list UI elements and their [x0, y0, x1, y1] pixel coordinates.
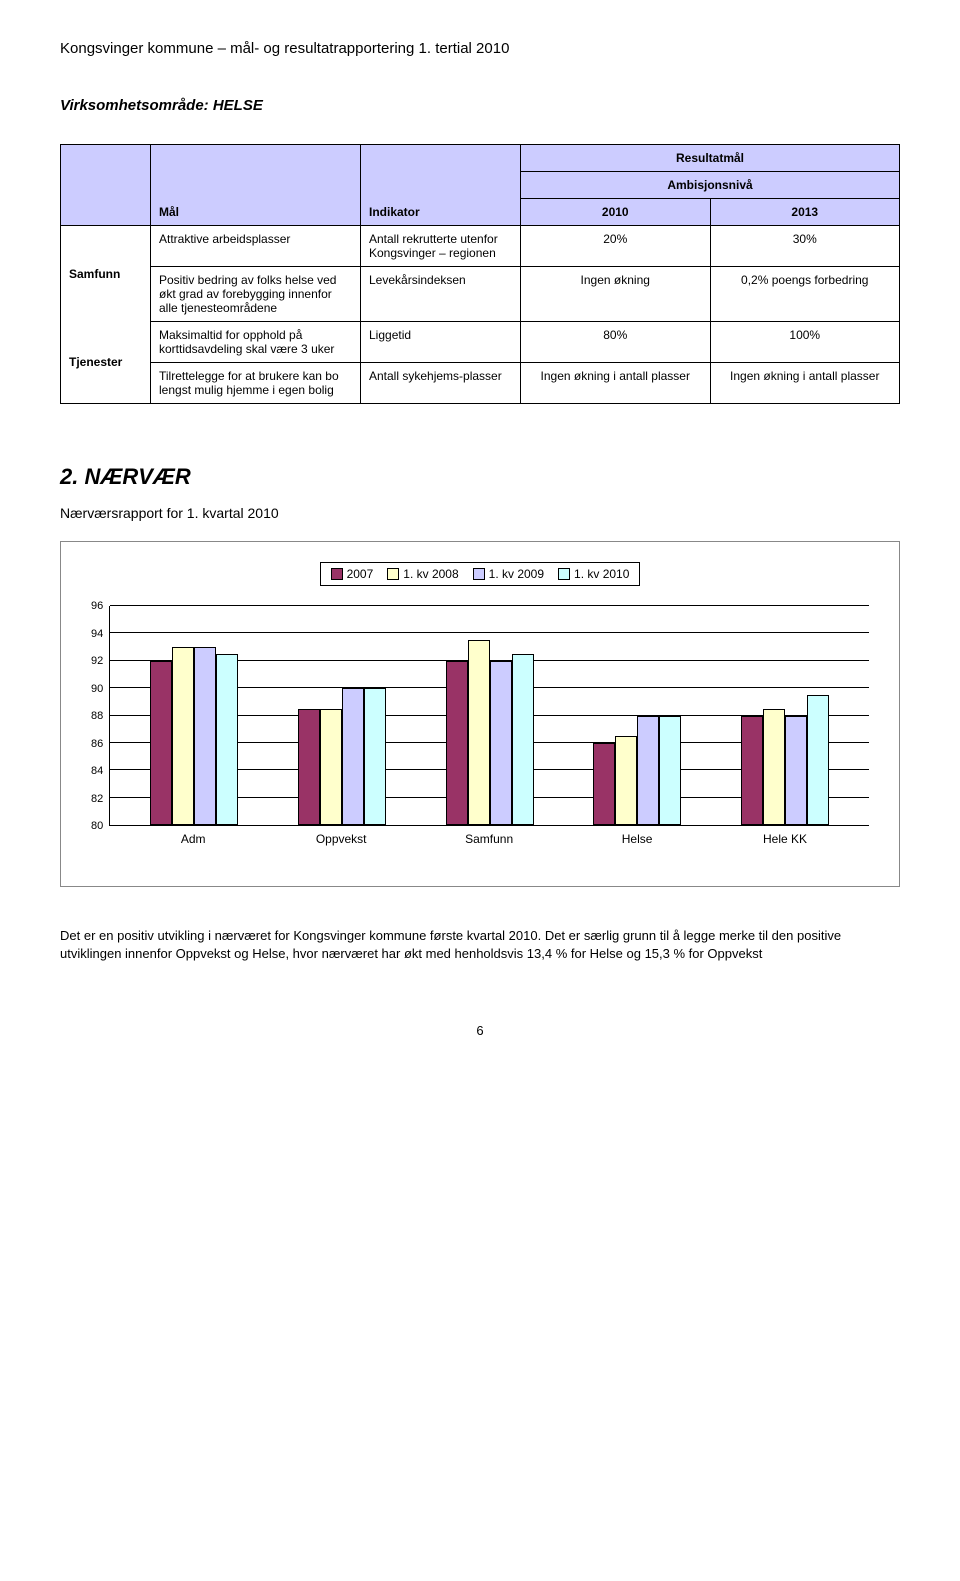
bar: [216, 654, 238, 825]
bar-group: [564, 606, 712, 825]
x-axis-labels: AdmOppvekstSamfunnHelseHele KK: [109, 832, 869, 846]
bar: [446, 661, 468, 825]
legend-item: 1. kv 2009: [473, 567, 544, 581]
table-cell: 30%: [710, 226, 900, 267]
bar: [807, 695, 829, 825]
table-cell: Antall rekrutterte utenfor Kongsvinger –…: [361, 226, 521, 267]
table-cell: Positiv bedring av folks helse ved økt g…: [151, 267, 361, 322]
legend-item: 2007: [331, 567, 374, 581]
results-table: Mål Indikator Resultatmål Ambisjonsnivå …: [60, 144, 900, 404]
bar: [194, 647, 216, 825]
bar: [593, 743, 615, 825]
x-tick-label: Hele KK: [711, 832, 859, 846]
th-indikator: Indikator: [361, 145, 521, 226]
table-cell: Antall sykehjems-plasser: [361, 363, 521, 404]
legend-item: 1. kv 2008: [387, 567, 458, 581]
th-2010: 2010: [521, 199, 711, 226]
th-resultatmal: Resultatmål: [521, 145, 900, 172]
bar: [342, 688, 364, 825]
bar-group: [416, 606, 564, 825]
chart-plot: [109, 606, 869, 826]
table-cell: 100%: [710, 322, 900, 363]
naervaer-chart: 2007 1. kv 2008 1. kv 2009 1. kv 2010 96949…: [60, 541, 900, 887]
bar: [320, 709, 342, 825]
bar-group: [268, 606, 416, 825]
group-samfunn: Samfunn: [61, 226, 151, 322]
section2-subtitle: Nærværsrapport for 1. kvartal 2010: [60, 505, 900, 521]
legend-label: 2007: [347, 567, 374, 581]
table-cell: 80%: [521, 322, 711, 363]
bar: [763, 709, 785, 825]
bar-group: [120, 606, 268, 825]
legend-swatch: [387, 568, 399, 580]
table-cell: Tilrettelegge for at brukere kan bo leng…: [151, 363, 361, 404]
x-tick-label: Samfunn: [415, 832, 563, 846]
table-cell: Attraktive arbeidsplasser: [151, 226, 361, 267]
table-cell: Ingen økning i antall plasser: [521, 363, 711, 404]
th-2013: 2013: [710, 199, 900, 226]
legend-label: 1. kv 2008: [403, 567, 458, 581]
x-tick-label: Adm: [119, 832, 267, 846]
chart-legend: 2007 1. kv 2008 1. kv 2009 1. kv 2010: [320, 562, 641, 586]
bar: [468, 640, 490, 825]
table-cell: Ingen økning i antall plasser: [710, 363, 900, 404]
section-title: Virksomhetsområde: HELSE: [60, 97, 900, 114]
bar: [785, 716, 807, 826]
bar: [637, 716, 659, 826]
x-tick-label: Oppvekst: [267, 832, 415, 846]
bar: [172, 647, 194, 825]
table-cell: 20%: [521, 226, 711, 267]
y-axis: 969492908886848280: [91, 606, 109, 826]
bar: [615, 736, 637, 825]
bar: [490, 661, 512, 825]
x-tick-label: Helse: [563, 832, 711, 846]
bar: [364, 688, 386, 825]
bar: [150, 661, 172, 825]
body-paragraph: Det er en positiv utvikling i nærværet f…: [60, 927, 900, 963]
bar: [298, 709, 320, 825]
page-number: 6: [60, 1023, 900, 1038]
legend-label: 1. kv 2010: [574, 567, 629, 581]
bar: [741, 716, 763, 826]
legend-item: 1. kv 2010: [558, 567, 629, 581]
section2-title: 2. NÆRVÆR: [60, 464, 900, 490]
legend-swatch: [473, 568, 485, 580]
group-tjenester: Tjenester: [61, 322, 151, 404]
table-cell: Liggetid: [361, 322, 521, 363]
table-cell: Levekårsindeksen: [361, 267, 521, 322]
bar: [659, 716, 681, 826]
table-cell: 0,2% poengs forbedring: [710, 267, 900, 322]
page-header: Kongsvinger kommune – mål- og resultatra…: [60, 40, 900, 57]
legend-swatch: [558, 568, 570, 580]
legend-label: 1. kv 2009: [489, 567, 544, 581]
table-cell: Maksimaltid for opphold på korttidsavdel…: [151, 322, 361, 363]
legend-swatch: [331, 568, 343, 580]
th-mal: Mål: [151, 145, 361, 226]
th-ambisjon: Ambisjonsnivå: [521, 172, 900, 199]
bar: [512, 654, 534, 825]
table-cell: Ingen økning: [521, 267, 711, 322]
bar-group: [711, 606, 859, 825]
